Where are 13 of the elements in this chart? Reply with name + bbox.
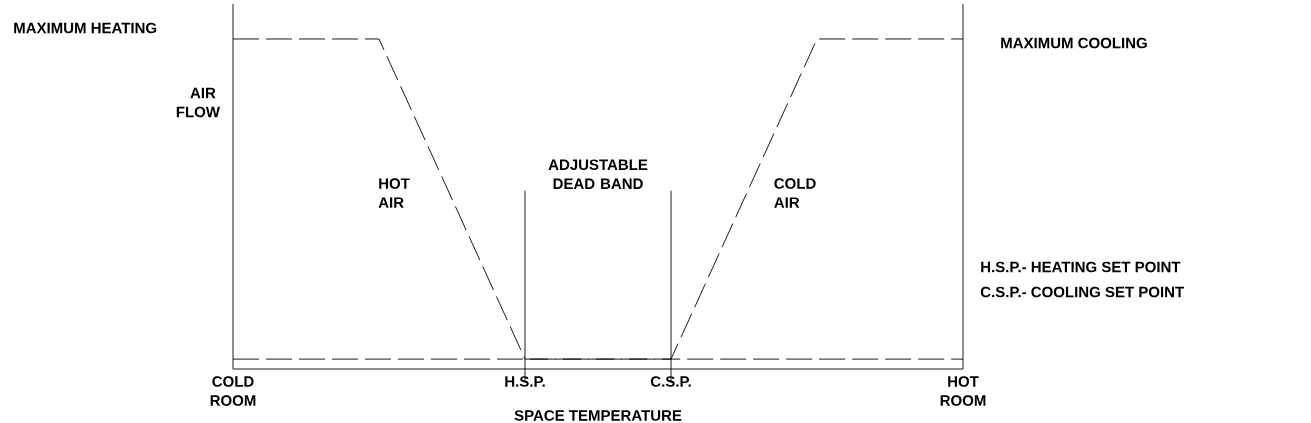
annotation: ADJUSTABLE DEAD BAND [548, 159, 648, 189]
text: MAXIMUM HEATING [14, 22, 157, 34]
x-tick-label: COLD ROOM [210, 376, 256, 406]
x-tick-label: H.S.P. [505, 376, 545, 387]
series-label: COLD AIR [774, 178, 816, 208]
text: C.S.P.- COOLING SET POINT [980, 286, 1184, 298]
text: H.S.P.- HEATING SET POINT [981, 261, 1181, 273]
text: MAXIMUM COOLING [1001, 37, 1147, 49]
x-axis-title: SPACE TEMPERATURE [514, 410, 682, 421]
x-tick-label: HOT ROOM [940, 376, 986, 406]
y-axis-title: AIR FLOW [176, 87, 220, 118]
series-label: HOT AIR [378, 178, 410, 208]
x-tick-label: C.S.P. [650, 376, 691, 387]
